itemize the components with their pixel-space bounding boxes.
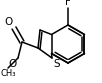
Text: O: O: [5, 17, 13, 27]
Text: F: F: [65, 0, 71, 7]
Text: CH₃: CH₃: [0, 69, 16, 78]
Text: O: O: [9, 59, 17, 69]
Text: S: S: [53, 59, 60, 69]
